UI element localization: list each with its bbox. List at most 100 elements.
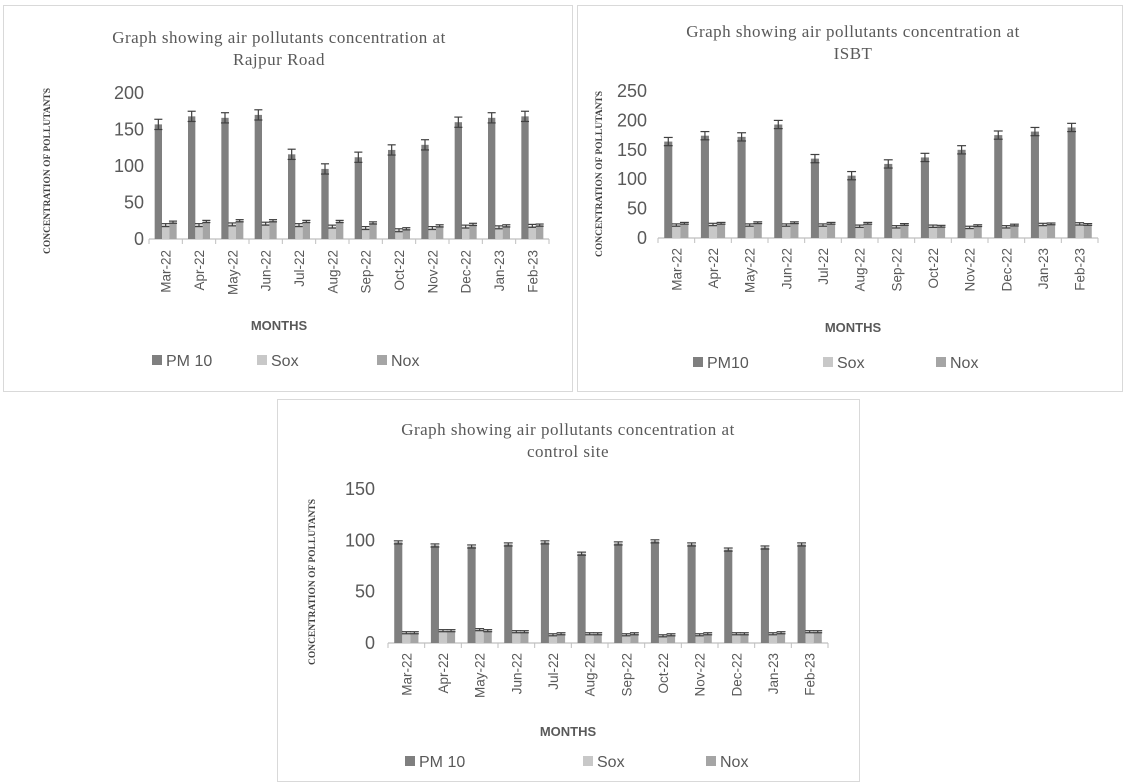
bar-pm10-may-22 — [467, 546, 476, 643]
bar-pm10-apr-22 — [700, 135, 709, 238]
x-tick-label: Jul-22 — [546, 653, 561, 690]
legend-swatch-1 — [257, 355, 267, 365]
legend-swatch-2 — [936, 357, 946, 367]
bar-pm10-mar-22 — [394, 542, 403, 643]
bar-sox-aug-22 — [585, 633, 594, 643]
bar-nox-jun-22 — [520, 631, 529, 643]
bar-pm10-may-22 — [737, 136, 746, 238]
x-tick-label: Jan-23 — [1036, 248, 1051, 289]
bar-nox-aug-22 — [336, 221, 344, 239]
bar-nox-feb-23 — [1083, 224, 1092, 238]
bar-pm10-dec-22 — [724, 549, 733, 643]
legend-swatch-2 — [377, 355, 387, 365]
bar-nox-jan-23 — [777, 632, 786, 643]
x-tick-label: May-22 — [225, 250, 240, 295]
bar-nox-jul-22 — [302, 221, 310, 239]
y-tick-label: 250 — [617, 81, 647, 101]
bar-nox-jan-23 — [502, 225, 510, 239]
bar-pm10-mar-22 — [154, 124, 162, 239]
bar-nox-may-22 — [236, 220, 244, 239]
x-tick-label: Jul-22 — [816, 248, 831, 285]
bar-sox-oct-22 — [658, 635, 668, 643]
x-axis-label: MONTHS — [825, 320, 882, 335]
x-tick-label: Dec-22 — [729, 653, 744, 697]
legend-label-0: PM 10 — [419, 754, 465, 771]
bar-pm10-feb-23 — [521, 116, 529, 239]
y-tick-label: 100 — [345, 530, 375, 550]
bar-pm10-jan-23 — [488, 117, 496, 239]
x-tick-label: Jan-23 — [766, 653, 781, 694]
bar-nox-feb-23 — [813, 631, 822, 643]
chart-title-line: control site — [527, 442, 609, 461]
bar-pm10-jun-22 — [774, 124, 783, 238]
bar-pm10-aug-22 — [847, 175, 856, 238]
bar-sox-aug-22 — [855, 226, 864, 238]
legend-label-0: PM10 — [707, 355, 749, 372]
x-tick-label: Jul-22 — [292, 250, 307, 287]
x-tick-label: Aug-22 — [325, 250, 340, 294]
bar-nox-sep-22 — [900, 224, 909, 238]
bar-nox-aug-22 — [863, 223, 872, 238]
x-tick-label: Aug-22 — [853, 248, 868, 292]
bar-pm10-may-22 — [221, 117, 229, 239]
legend-label-0: PM 10 — [166, 353, 212, 370]
x-tick-label: Dec-22 — [459, 250, 474, 294]
bar-pm10-mar-22 — [664, 141, 673, 238]
bar-sox-jan-23 — [1038, 224, 1048, 238]
legend-swatch-1 — [823, 357, 833, 367]
bar-nox-nov-22 — [703, 633, 712, 643]
y-tick-label: 0 — [637, 228, 647, 248]
bar-nox-jan-23 — [1047, 223, 1056, 238]
bar-nox-apr-22 — [447, 630, 456, 643]
chart-title-line: Graph showing air pollutants concentrati… — [686, 22, 1020, 41]
bar-sox-apr-22 — [195, 225, 203, 239]
x-tick-label: Feb-23 — [1073, 248, 1088, 291]
chart-panel-isbt: Graph showing air pollutants concentrati… — [577, 5, 1123, 392]
x-tick-label: Mar-22 — [669, 248, 684, 291]
bar-nox-sep-22 — [630, 633, 639, 643]
bar-sox-dec-22 — [462, 226, 470, 239]
x-tick-label: Nov-22 — [425, 250, 440, 294]
bar-sox-sep-22 — [362, 228, 370, 239]
y-tick-label: 200 — [114, 83, 144, 103]
bar-nox-may-22 — [483, 630, 492, 643]
y-axis-label: CONCENTRATION OF POLLUTANTS — [43, 88, 53, 254]
x-tick-label: Feb-23 — [803, 653, 818, 696]
bar-sox-nov-22 — [965, 227, 974, 238]
bar-pm10-apr-22 — [188, 116, 196, 239]
x-tick-label: Feb-23 — [525, 250, 540, 293]
legend-swatch-2 — [706, 756, 716, 766]
x-tick-label: Dec-22 — [999, 248, 1014, 292]
y-axis-label: CONCENTRATION OF POLLUTANTS — [308, 499, 318, 665]
bar-pm10-oct-22 — [388, 149, 396, 239]
bar-sox-may-22 — [475, 629, 484, 643]
y-tick-label: 200 — [617, 110, 647, 130]
x-tick-label: Jun-22 — [509, 653, 524, 694]
bar-nox-oct-22 — [667, 634, 676, 643]
bar-pm10-feb-23 — [1067, 127, 1076, 238]
bar-sox-feb-23 — [1075, 223, 1084, 238]
bar-pm10-oct-22 — [650, 541, 659, 643]
bar-nox-mar-22 — [680, 223, 689, 238]
x-axis-label: MONTHS — [251, 318, 308, 333]
x-tick-label: Apr-22 — [436, 653, 451, 694]
bar-nox-feb-23 — [536, 225, 544, 239]
bar-sox-jun-22 — [782, 225, 791, 238]
y-tick-label: 0 — [134, 229, 144, 249]
x-tick-label: Jan-23 — [492, 250, 507, 291]
x-tick-label: May-22 — [473, 653, 488, 698]
bar-nox-mar-22 — [169, 222, 177, 239]
bar-sox-apr-22 — [708, 224, 718, 238]
bar-sox-dec-22 — [732, 633, 741, 643]
bar-nox-jul-22 — [557, 633, 566, 643]
bar-pm10-apr-22 — [430, 545, 439, 643]
bar-pm10-jul-22 — [810, 158, 819, 238]
y-tick-label: 150 — [114, 120, 144, 140]
y-tick-label: 50 — [355, 582, 375, 602]
bar-nox-apr-22 — [202, 221, 210, 239]
x-axis-label: MONTHS — [540, 724, 597, 739]
bar-sox-feb-23 — [805, 631, 814, 643]
bar-nox-dec-22 — [469, 224, 477, 239]
bar-nox-jun-22 — [790, 222, 799, 238]
bar-pm10-jun-22 — [254, 114, 262, 239]
